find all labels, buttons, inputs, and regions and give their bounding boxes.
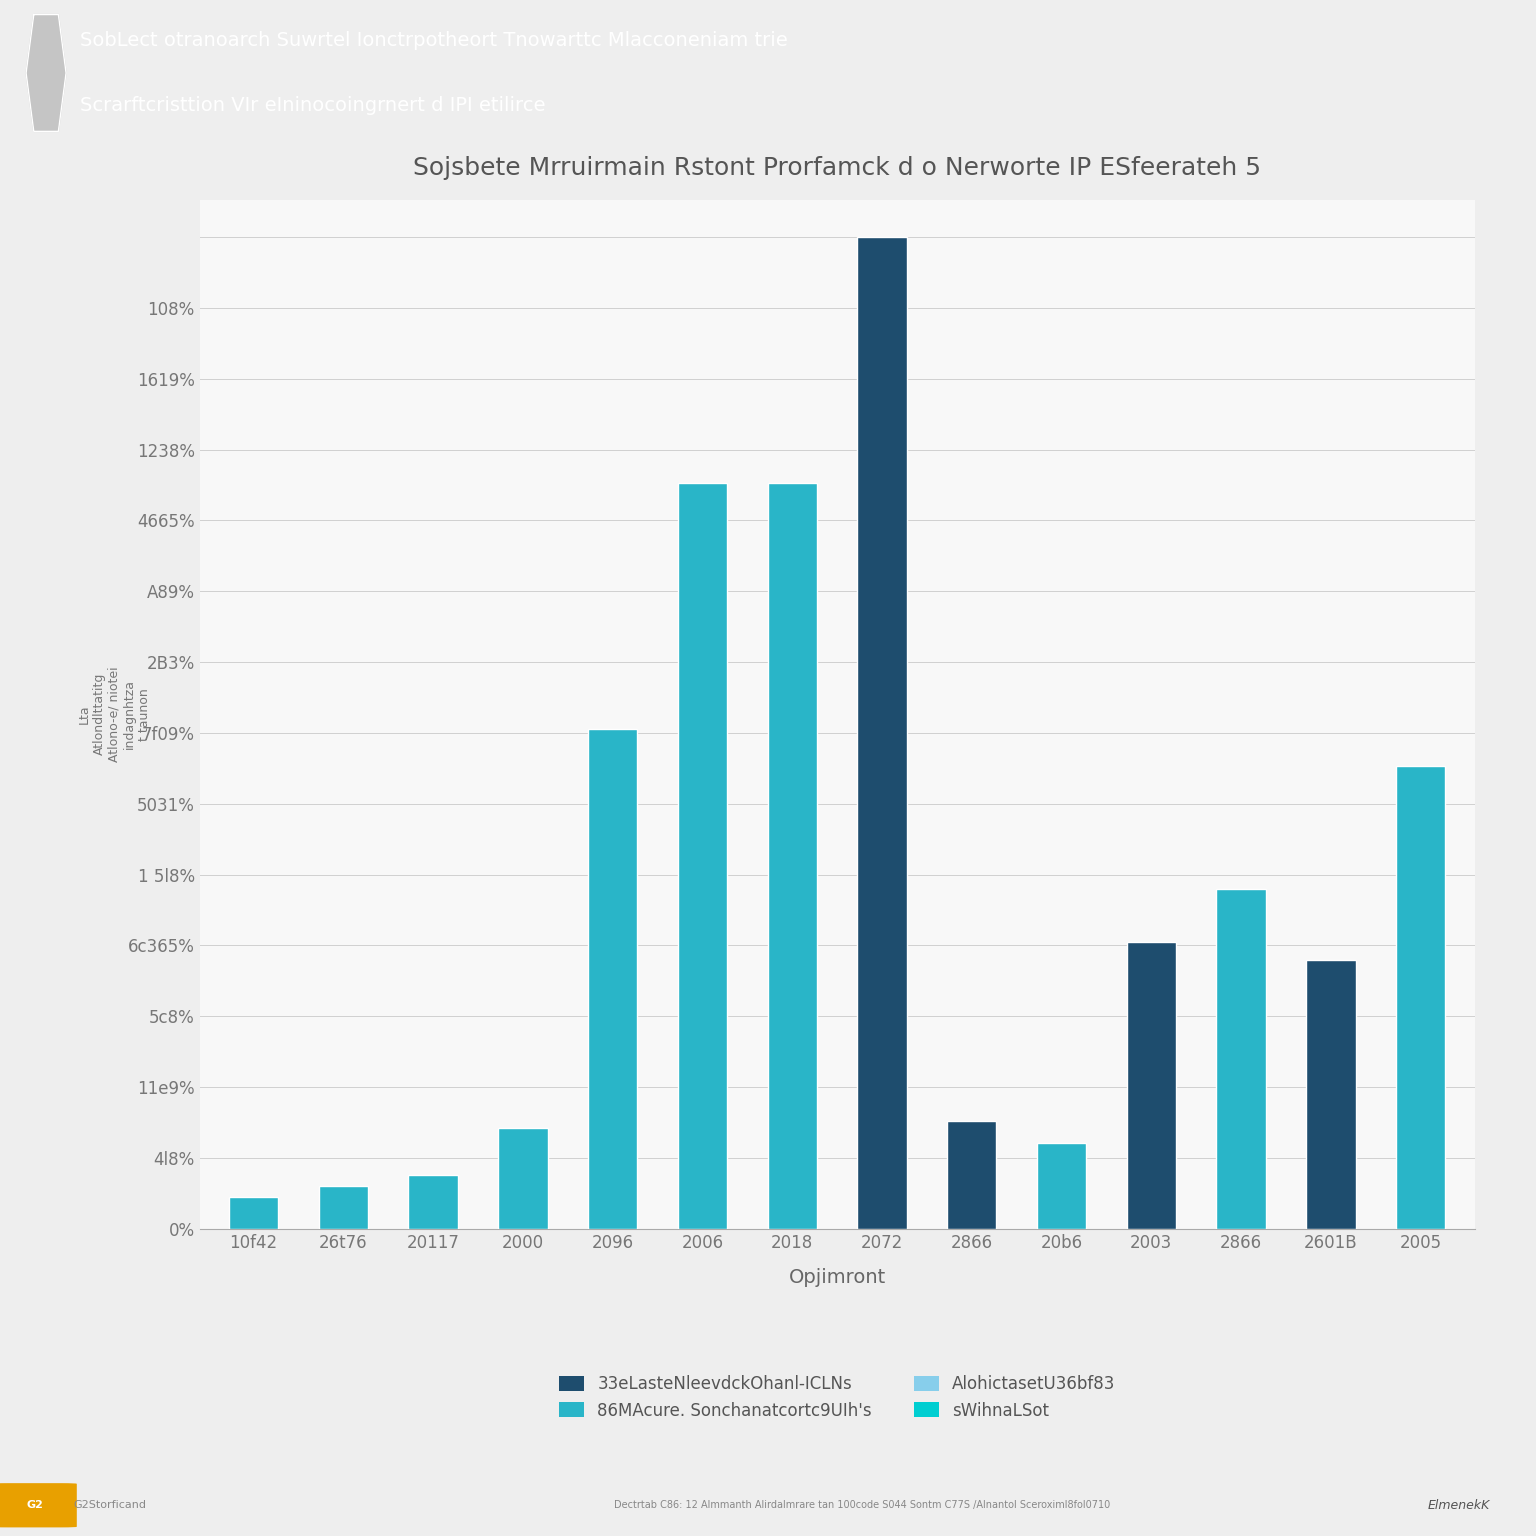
Bar <box>588 730 637 1229</box>
Text: SobLect otranoarch Suwrtel Ionctrpotheort Tnowarttc Mlacconeniam trie: SobLect otranoarch Suwrtel Ionctrpotheor… <box>80 31 788 51</box>
Bar <box>1217 889 1266 1229</box>
Title: Sojsbete Mrruirmain Rstont Prorfamck d o Nerworte IP ESfeerateh 5: Sojsbete Mrruirmain Rstont Prorfamck d o… <box>413 155 1261 180</box>
Bar <box>318 1186 369 1229</box>
Bar <box>498 1127 547 1229</box>
Text: Dectrtab C86: 12 Almmanth Alirdalmrare tan 100code S044 Sontm C77S /Alnantol Sce: Dectrtab C86: 12 Almmanth Alirdalmrare t… <box>614 1501 1111 1510</box>
Y-axis label: Lta
Atlondlttatitg
Atlono-e/ niotei
indagnhtza
t taunon: Lta Atlondlttatitg Atlono-e/ niotei inda… <box>77 667 151 762</box>
Bar <box>948 1121 997 1229</box>
Bar <box>1127 942 1177 1229</box>
Bar <box>1306 960 1356 1229</box>
Text: G2Storficand: G2Storficand <box>74 1501 147 1510</box>
Text: G2: G2 <box>26 1501 43 1510</box>
Bar <box>1037 1143 1086 1229</box>
FancyBboxPatch shape <box>0 1484 77 1527</box>
Bar <box>768 482 817 1229</box>
Polygon shape <box>26 15 66 132</box>
Bar <box>1396 766 1445 1229</box>
Bar <box>857 237 906 1229</box>
Bar <box>409 1175 458 1229</box>
Text: Scrarftcristtion VIr eIninocoingrnert d IPI etilirce: Scrarftcristtion VIr eIninocoingrnert d … <box>80 95 545 115</box>
Bar <box>229 1197 278 1229</box>
Text: ElmenekK: ElmenekK <box>1427 1499 1490 1511</box>
X-axis label: Opjimront: Opjimront <box>788 1269 886 1287</box>
Legend: 33eLasteNleevdckOhanl-ICLNs, 86MAcure. Sonchanatcortc9UIh's, AlohictasetU36bf83,: 33eLasteNleevdckOhanl-ICLNs, 86MAcure. S… <box>553 1369 1121 1427</box>
Bar <box>677 482 727 1229</box>
